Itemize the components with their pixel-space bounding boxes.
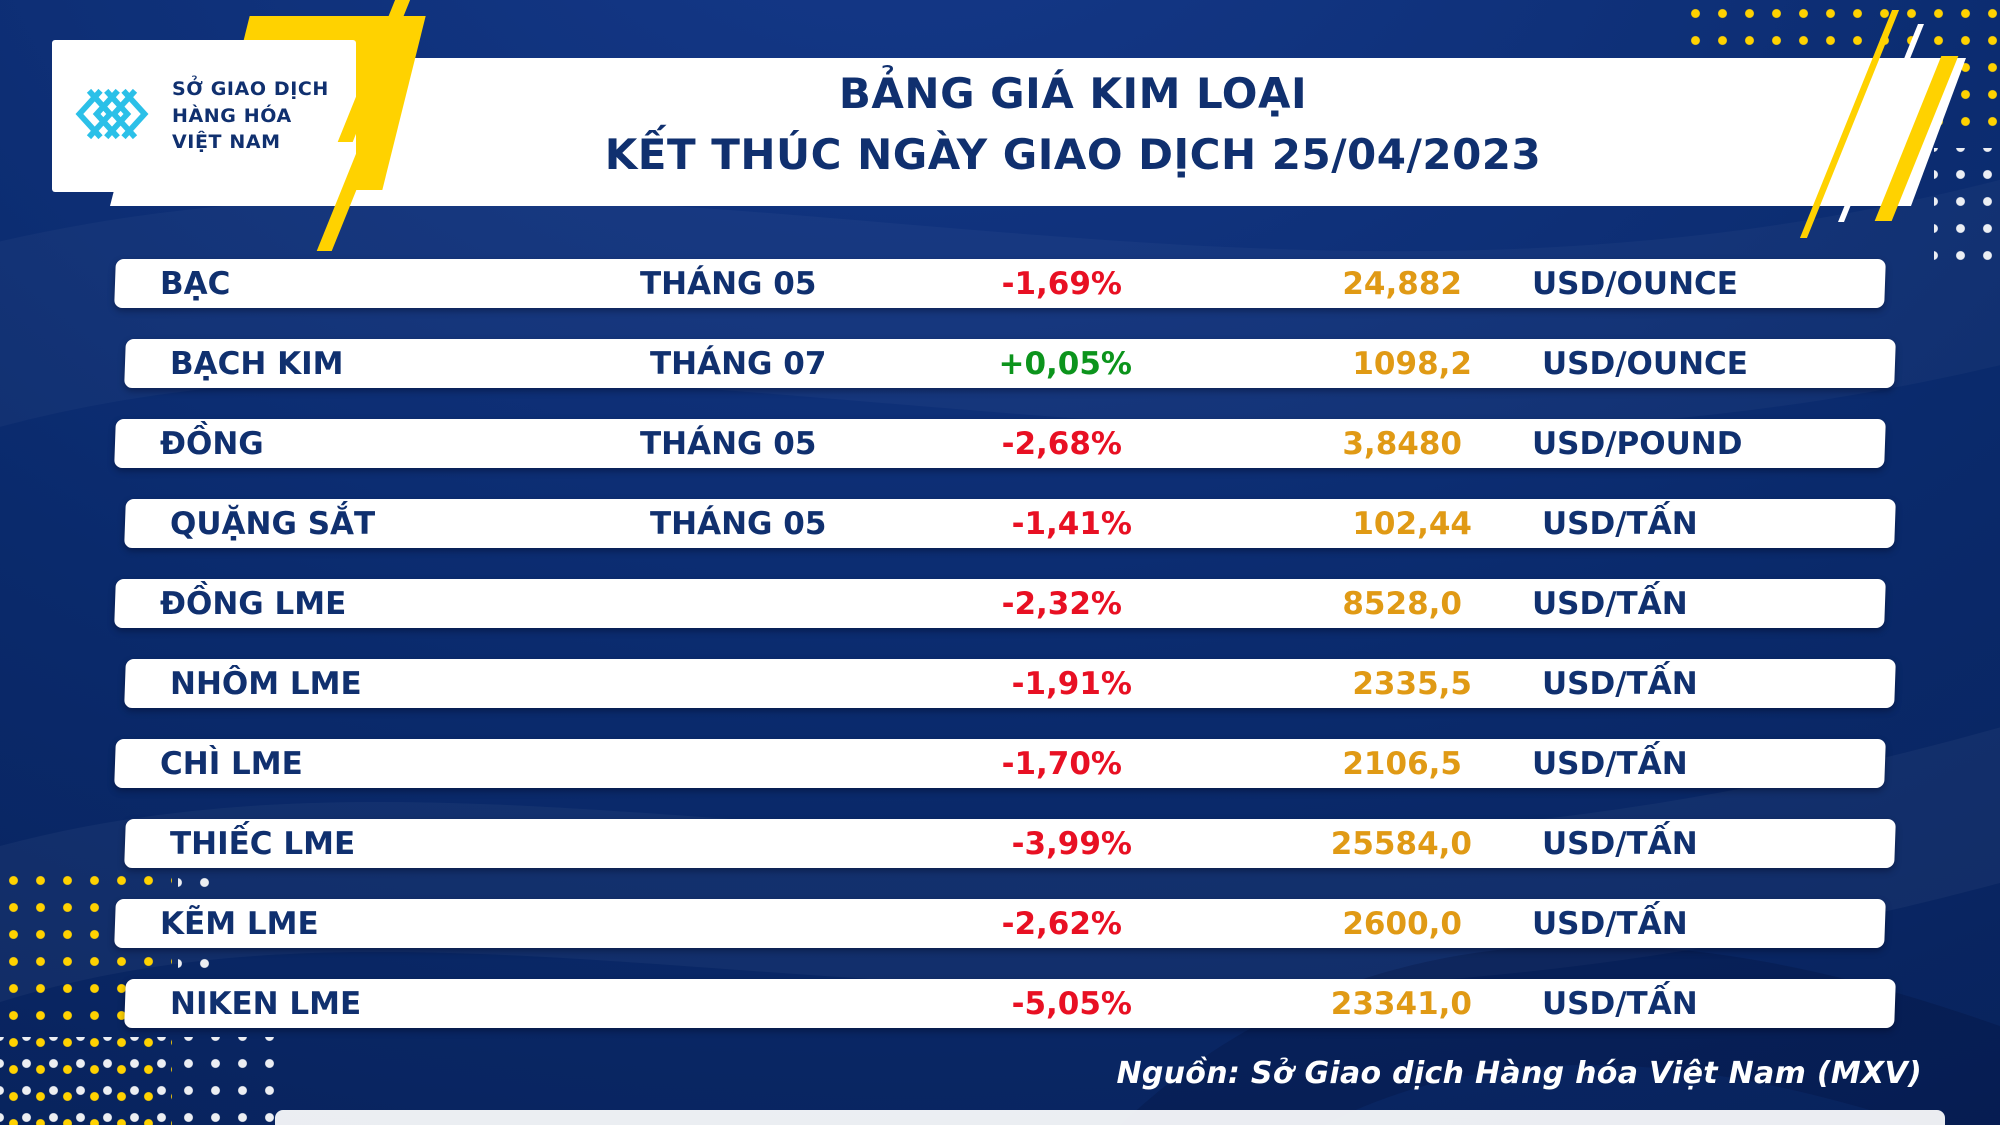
commodity-name: BẠC	[160, 265, 231, 302]
commodity-name: NIKEN LME	[170, 985, 362, 1022]
price-value: 2106,5	[1342, 745, 1462, 782]
commodity-name: NHÔM LME	[170, 665, 362, 702]
table-row: KẼM LME -2,62% 2600,0 USD/TẤN	[114, 899, 1886, 948]
table-row: BẠCH KIM THÁNG 07 +0,05% 1098,2 USD/OUNC…	[124, 339, 1896, 388]
source-credit: Nguồn: Sở Giao dịch Hàng hóa Việt Nam (M…	[1116, 1056, 1922, 1091]
commodity-name: CHÌ LME	[160, 745, 303, 782]
table-row-content: KẼM LME -2,62% 2600,0 USD/TẤN	[115, 899, 1885, 948]
commodity-name: QUẶNG SẮT	[170, 505, 376, 542]
table-row-content: ĐỒNG THÁNG 05 -2,68% 3,8480 USD/POUND	[115, 419, 1885, 468]
contract-month: THÁNG 05	[640, 425, 817, 462]
table-row: CHÌ LME -1,70% 2106,5 USD/TẤN	[114, 739, 1886, 788]
price-table: BẠC THÁNG 05 -1,69% 24,882 USD/OUNCE BẠC…	[114, 259, 1896, 1059]
table-row-content: BẠC THÁNG 05 -1,69% 24,882 USD/OUNCE	[115, 259, 1885, 308]
table-row: THIẾC LME -3,99% 25584,0 USD/TẤN	[124, 819, 1896, 868]
page-title: BẢNG GIÁ KIM LOẠI KẾT THÚC NGÀY GIAO DỊC…	[450, 64, 1696, 186]
change-percent: -1,91%	[1011, 665, 1132, 702]
price-unit: USD/TẤN	[1542, 505, 1698, 542]
price-value: 25584,0	[1330, 825, 1472, 862]
mxv-logo-text: SỞ GIAO DỊCH HÀNG HÓA VIỆT NAM	[172, 76, 329, 156]
change-percent: -2,32%	[1001, 585, 1122, 622]
table-row-content: QUẶNG SẮT THÁNG 05 -1,41% 102,44 USD/TẤN	[125, 499, 1895, 548]
change-percent: -1,69%	[1001, 265, 1122, 302]
table-row-content: NHÔM LME -1,91% 2335,5 USD/TẤN	[125, 659, 1895, 708]
table-row: ĐỒNG THÁNG 05 -2,68% 3,8480 USD/POUND	[114, 419, 1886, 468]
title-banner: BẢNG GIÁ KIM LOẠI KẾT THÚC NGÀY GIAO DỊC…	[110, 58, 1966, 206]
commodity-name: BẠCH KIM	[170, 345, 344, 382]
table-row-content: NIKEN LME -5,05% 23341,0 USD/TẤN	[125, 979, 1895, 1028]
price-value: 102,44	[1352, 505, 1472, 542]
change-percent: -2,68%	[1001, 425, 1122, 462]
table-row: BẠC THÁNG 05 -1,69% 24,882 USD/OUNCE	[114, 259, 1886, 308]
change-percent: -1,41%	[1011, 505, 1132, 542]
dot-pattern-bottom-left-white	[0, 1037, 282, 1125]
commodity-name: KẼM LME	[160, 905, 319, 942]
price-value: 2335,5	[1352, 665, 1472, 702]
table-row-content: THIẾC LME -3,99% 25584,0 USD/TẤN	[125, 819, 1895, 868]
logo-text-line2: HÀNG HÓA	[172, 104, 292, 127]
price-value: 3,8480	[1342, 425, 1462, 462]
contract-month: THÁNG 05	[650, 505, 827, 542]
price-value: 2600,0	[1342, 905, 1462, 942]
price-value: 24,882	[1342, 265, 1462, 302]
price-value: 23341,0	[1330, 985, 1472, 1022]
price-unit: USD/OUNCE	[1542, 345, 1748, 382]
price-value: 8528,0	[1342, 585, 1462, 622]
page-title-line1: BẢNG GIÁ KIM LOẠI	[838, 69, 1308, 118]
change-percent: +0,05%	[998, 345, 1132, 382]
change-percent: -2,62%	[1001, 905, 1122, 942]
change-percent: -1,70%	[1001, 745, 1122, 782]
table-row-content: ĐỒNG LME -2,32% 8528,0 USD/TẤN	[115, 579, 1885, 628]
change-percent: -3,99%	[1011, 825, 1132, 862]
change-percent: -5,05%	[1011, 985, 1132, 1022]
price-value: 1098,2	[1352, 345, 1472, 382]
table-row: ĐỒNG LME -2,32% 8528,0 USD/TẤN	[114, 579, 1886, 628]
dot-pattern-top-right-white	[1934, 148, 2000, 266]
table-row-content: BẠCH KIM THÁNG 07 +0,05% 1098,2 USD/OUNC…	[125, 339, 1895, 388]
bottom-strip	[275, 1110, 1945, 1125]
price-unit: USD/TẤN	[1542, 825, 1698, 862]
commodity-name: THIẾC LME	[170, 825, 356, 862]
price-unit: USD/OUNCE	[1532, 265, 1738, 302]
page-title-line2: KẾT THÚC NGÀY GIAO DỊCH 25/04/2023	[604, 129, 1542, 179]
commodity-name: ĐỒNG	[160, 425, 264, 462]
price-unit: USD/TẤN	[1532, 585, 1688, 622]
logo-text-line1: SỞ GIAO DỊCH	[172, 78, 329, 101]
table-row-content: CHÌ LME -1,70% 2106,5 USD/TẤN	[115, 739, 1885, 788]
table-row: QUẶNG SẮT THÁNG 05 -1,41% 102,44 USD/TẤN	[124, 499, 1896, 548]
contract-month: THÁNG 05	[640, 265, 817, 302]
price-unit: USD/TẤN	[1542, 665, 1698, 702]
price-unit: USD/TẤN	[1542, 985, 1698, 1022]
commodity-name: ĐỒNG LME	[160, 585, 347, 622]
mxv-logo-icon	[66, 83, 158, 149]
contract-month: THÁNG 07	[650, 345, 827, 382]
table-row: NHÔM LME -1,91% 2335,5 USD/TẤN	[124, 659, 1896, 708]
price-unit: USD/TẤN	[1532, 905, 1688, 942]
logo-text-line3: VIỆT NAM	[172, 131, 281, 154]
mxv-logo: SỞ GIAO DỊCH HÀNG HÓA VIỆT NAM	[52, 40, 356, 192]
price-unit: USD/POUND	[1532, 425, 1743, 462]
price-unit: USD/TẤN	[1532, 745, 1688, 782]
table-row: NIKEN LME -5,05% 23341,0 USD/TẤN	[124, 979, 1896, 1028]
